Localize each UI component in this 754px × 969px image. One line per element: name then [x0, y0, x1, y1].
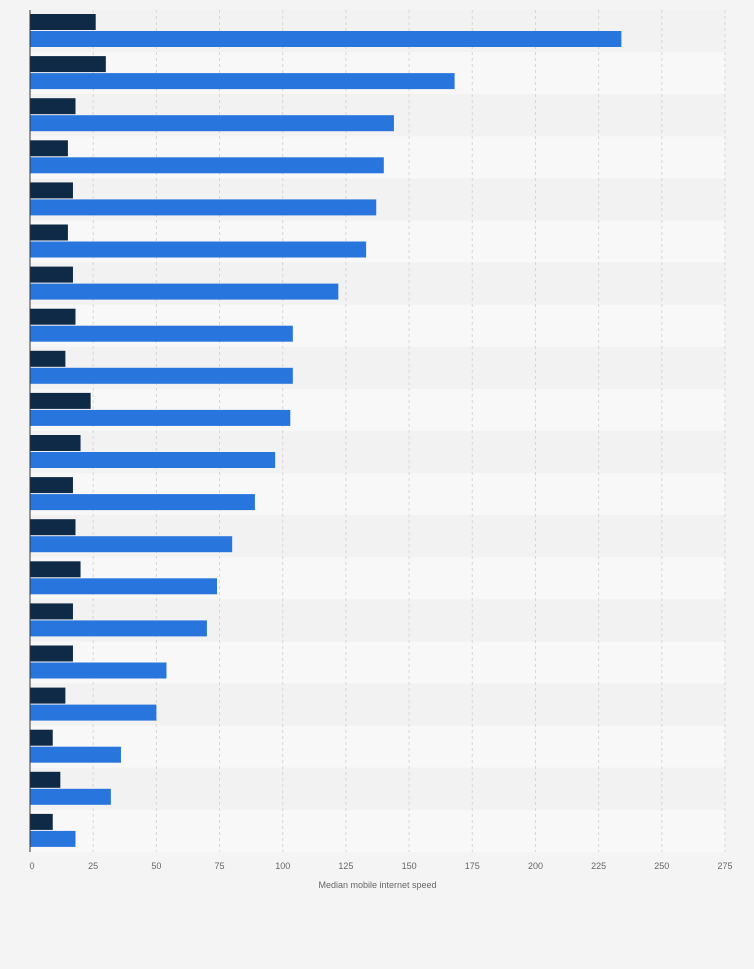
bar-row-16-series-1	[30, 645, 73, 662]
bar-row-11-series-1	[30, 435, 81, 451]
bar-row-16-series-2	[30, 662, 167, 679]
x-axis-title: Median mobile internet speed	[318, 880, 436, 890]
bar-row-15-series-2	[30, 620, 207, 637]
x-tick-label-225: 225	[591, 861, 606, 871]
row-band-18	[30, 725, 725, 768]
bar-row-17-series-1	[30, 687, 66, 704]
bar-row-10-series-1	[30, 392, 91, 409]
x-tick-label-200: 200	[528, 861, 543, 871]
gridlines	[92, 10, 726, 852]
bar-row-1-series-2	[30, 31, 622, 47]
x-tick-label-100: 100	[275, 861, 290, 871]
bar-row-6-series-1	[30, 224, 68, 241]
x-tick-label-125: 125	[338, 861, 353, 871]
x-tick-label-150: 150	[402, 861, 417, 871]
bar-row-1-series-1	[30, 14, 96, 30]
x-axis-ticks: 0 25 50 75 100 125 150 175 200 225 250 275	[29, 861, 732, 871]
bar-row-5-series-1	[30, 182, 73, 199]
bar-row-19-series-1	[30, 771, 61, 788]
bar-row-11-series-2	[30, 452, 276, 468]
bar-row-3-series-2	[30, 115, 394, 132]
bar-row-20-series-1	[30, 813, 53, 830]
bar-row-14-series-1	[30, 561, 81, 578]
row-band-20	[30, 809, 725, 852]
x-tick-label-50: 50	[151, 861, 161, 871]
bar-row-9-series-1	[30, 350, 66, 367]
bar-row-10-series-2	[30, 409, 291, 426]
bar-row-2-series-1	[30, 56, 106, 73]
bar-row-14-series-2	[30, 578, 218, 595]
x-tick-label-250: 250	[654, 861, 669, 871]
bar-row-18-series-2	[30, 746, 121, 763]
bar-row-18-series-1	[30, 729, 53, 746]
x-tick-label-25: 25	[88, 861, 98, 871]
x-tick-label-175: 175	[465, 861, 480, 871]
bar-row-7-series-2	[30, 283, 339, 300]
bar-row-8-series-2	[30, 325, 293, 342]
bar-row-3-series-1	[30, 98, 76, 115]
x-tick-label-275: 275	[717, 861, 732, 871]
bar-row-7-series-1	[30, 266, 73, 283]
row-bands	[30, 10, 725, 852]
bar-row-9-series-2	[30, 367, 293, 384]
row-band-19	[30, 767, 725, 810]
bar-row-12-series-1	[30, 477, 73, 494]
bar-row-4-series-1	[30, 140, 68, 157]
bar-row-19-series-2	[30, 788, 111, 805]
bar-row-6-series-2	[30, 241, 367, 258]
bar-row-5-series-2	[30, 199, 377, 216]
bar-row-12-series-2	[30, 494, 255, 511]
bar-row-20-series-2	[30, 830, 76, 847]
x-tick-label-0: 0	[29, 861, 34, 871]
bar-row-2-series-2	[30, 73, 455, 90]
bar-row-13-series-2	[30, 536, 233, 553]
bars	[30, 14, 622, 847]
x-tick-label-75: 75	[215, 861, 225, 871]
bar-row-8-series-1	[30, 308, 76, 325]
bar-row-13-series-1	[30, 519, 76, 536]
bar-row-17-series-2	[30, 704, 157, 721]
bar-row-4-series-2	[30, 157, 384, 174]
bar-row-15-series-1	[30, 603, 73, 620]
